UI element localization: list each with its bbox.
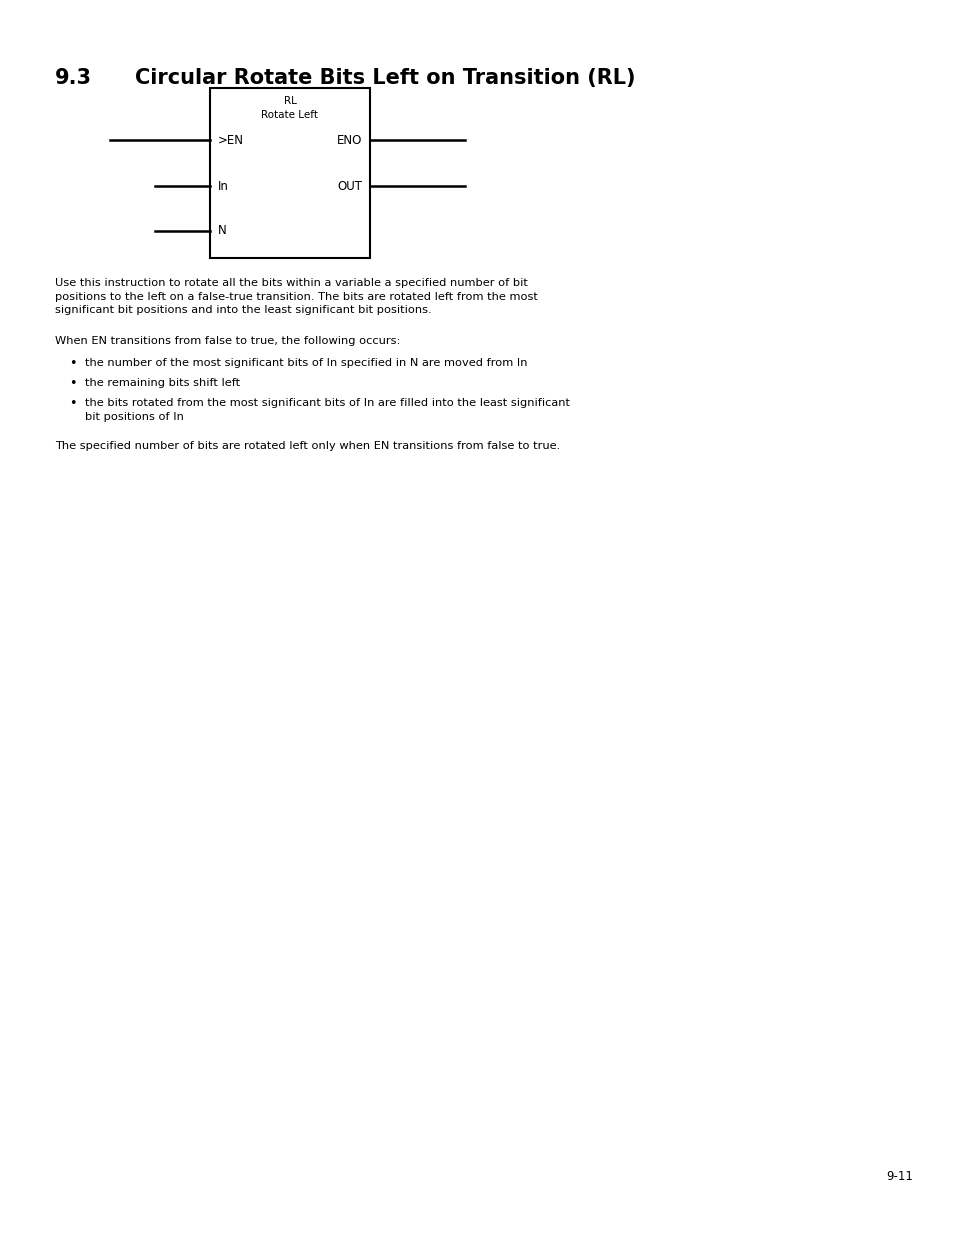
Bar xyxy=(210,88,370,258)
Text: •: • xyxy=(69,396,76,410)
Text: RL: RL xyxy=(283,96,296,106)
Text: Rotate Left: Rotate Left xyxy=(261,110,318,120)
Text: •: • xyxy=(69,377,76,390)
Text: Circular Rotate Bits Left on Transition (RL): Circular Rotate Bits Left on Transition … xyxy=(135,68,635,88)
Text: 9.3: 9.3 xyxy=(55,68,91,88)
Text: Use this instruction to rotate all the bits within a variable a specified number: Use this instruction to rotate all the b… xyxy=(55,278,537,315)
Text: When EN transitions from false to true, the following occurs:: When EN transitions from false to true, … xyxy=(55,336,400,346)
Text: ENO: ENO xyxy=(336,133,361,147)
Text: •: • xyxy=(69,357,76,370)
Text: In: In xyxy=(218,179,229,193)
Text: 9-11: 9-11 xyxy=(885,1170,912,1183)
Text: the remaining bits shift left: the remaining bits shift left xyxy=(85,378,240,388)
Text: N: N xyxy=(218,225,227,237)
Text: the number of the most significant bits of In specified in N are moved from In: the number of the most significant bits … xyxy=(85,358,527,368)
Text: OUT: OUT xyxy=(336,179,361,193)
Text: The specified number of bits are rotated left only when EN transitions from fals: The specified number of bits are rotated… xyxy=(55,441,559,451)
Text: the bits rotated from the most significant bits of In are filled into the least : the bits rotated from the most significa… xyxy=(85,398,569,421)
Text: >EN: >EN xyxy=(218,133,244,147)
